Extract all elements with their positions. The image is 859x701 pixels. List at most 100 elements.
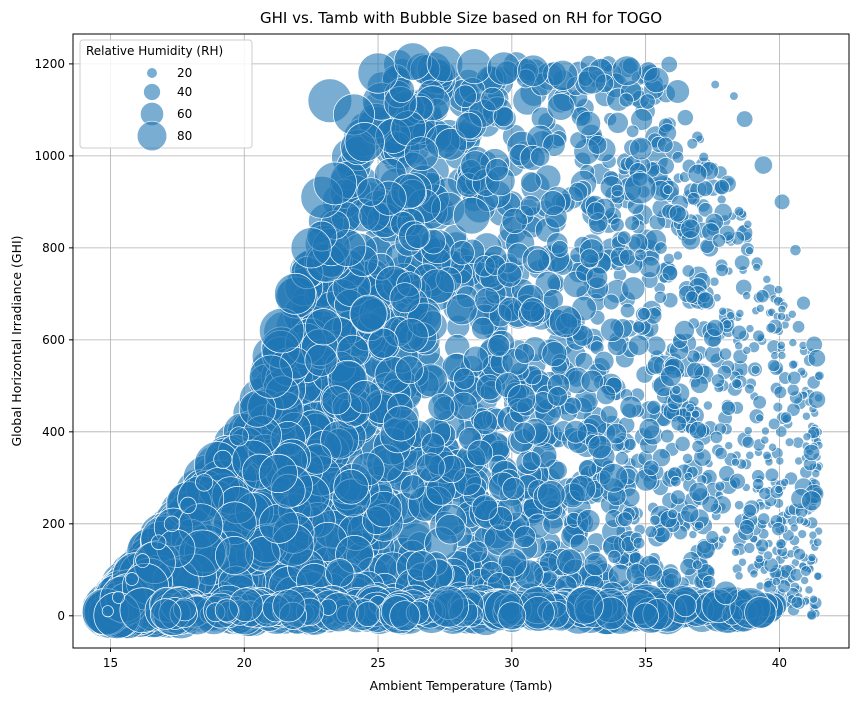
data-point bbox=[611, 184, 624, 197]
data-point bbox=[756, 414, 764, 422]
data-point bbox=[624, 438, 636, 450]
data-point bbox=[486, 158, 509, 181]
data-point bbox=[658, 137, 674, 153]
data-point bbox=[774, 386, 787, 399]
data-point bbox=[663, 253, 674, 264]
data-point bbox=[809, 531, 817, 539]
data-point bbox=[537, 480, 565, 508]
data-point bbox=[214, 450, 232, 468]
data-point bbox=[716, 264, 729, 277]
data-point bbox=[776, 539, 786, 549]
y-tick-label: 1200 bbox=[34, 57, 65, 71]
data-point bbox=[743, 292, 751, 300]
data-point bbox=[618, 512, 633, 527]
data-point bbox=[305, 344, 337, 376]
data-point bbox=[744, 542, 755, 553]
data-point bbox=[350, 295, 387, 332]
data-point bbox=[813, 538, 822, 547]
data-point bbox=[514, 422, 536, 444]
legend-title: Relative Humidity (RH) bbox=[86, 44, 223, 58]
legend-marker bbox=[147, 68, 158, 79]
legend-label: 20 bbox=[177, 66, 192, 80]
legend-marker bbox=[137, 121, 167, 151]
data-point bbox=[578, 66, 606, 94]
data-point bbox=[805, 586, 813, 594]
data-point bbox=[457, 49, 492, 84]
data-point bbox=[717, 195, 726, 204]
data-point bbox=[767, 359, 780, 372]
data-point bbox=[514, 526, 536, 548]
data-point bbox=[383, 406, 418, 441]
data-point bbox=[777, 312, 785, 320]
data-point bbox=[102, 606, 113, 617]
data-point bbox=[626, 125, 639, 138]
data-point bbox=[774, 285, 783, 294]
y-tick-label: 200 bbox=[42, 517, 65, 531]
data-point bbox=[732, 325, 747, 340]
data-point bbox=[750, 570, 758, 578]
data-point bbox=[660, 366, 681, 387]
data-point bbox=[566, 587, 603, 624]
data-point bbox=[594, 351, 614, 371]
data-point bbox=[588, 435, 612, 459]
y-tick-label: 1000 bbox=[34, 149, 65, 163]
data-point bbox=[791, 596, 803, 608]
data-point bbox=[548, 60, 578, 90]
data-point bbox=[521, 298, 546, 323]
data-point bbox=[763, 551, 772, 560]
data-point bbox=[164, 516, 180, 532]
data-point bbox=[803, 433, 811, 441]
data-point bbox=[673, 251, 682, 260]
data-point bbox=[662, 265, 678, 281]
data-point bbox=[421, 433, 444, 456]
data-point bbox=[249, 355, 292, 398]
data-point bbox=[273, 590, 305, 622]
data-point bbox=[672, 151, 684, 163]
data-point bbox=[586, 267, 607, 288]
data-point bbox=[772, 522, 785, 535]
data-point bbox=[654, 291, 666, 303]
data-point bbox=[753, 263, 761, 271]
data-point bbox=[610, 218, 624, 232]
x-tick-label: 20 bbox=[237, 656, 252, 670]
data-point bbox=[743, 504, 756, 517]
data-point bbox=[151, 535, 166, 550]
data-point bbox=[150, 599, 181, 630]
data-point bbox=[754, 156, 772, 174]
data-point bbox=[645, 526, 657, 538]
data-point bbox=[721, 401, 735, 415]
data-point bbox=[772, 577, 780, 585]
data-point bbox=[406, 551, 437, 582]
data-point bbox=[619, 93, 633, 107]
data-point bbox=[711, 80, 720, 89]
data-point bbox=[428, 393, 455, 420]
data-point bbox=[734, 206, 744, 216]
data-point bbox=[687, 138, 698, 149]
data-point bbox=[647, 336, 666, 355]
data-point bbox=[259, 308, 304, 353]
data-point bbox=[756, 304, 764, 312]
data-point bbox=[719, 535, 727, 543]
data-point bbox=[450, 241, 474, 265]
data-point bbox=[765, 468, 779, 482]
data-point bbox=[688, 164, 707, 183]
data-point bbox=[488, 334, 510, 356]
data-point bbox=[395, 356, 423, 384]
legend-label: 40 bbox=[177, 85, 192, 99]
x-tick-label: 15 bbox=[103, 656, 118, 670]
data-point bbox=[454, 85, 477, 108]
data-point bbox=[322, 386, 351, 415]
data-point bbox=[640, 94, 655, 109]
data-point bbox=[427, 586, 468, 627]
data-point bbox=[687, 192, 700, 205]
data-point bbox=[808, 350, 825, 367]
data-point bbox=[467, 440, 493, 466]
data-point bbox=[763, 451, 772, 460]
data-point bbox=[540, 190, 565, 215]
data-point bbox=[706, 531, 719, 544]
data-point bbox=[390, 283, 420, 313]
data-point bbox=[125, 572, 138, 585]
data-point bbox=[358, 53, 398, 93]
data-point bbox=[671, 416, 686, 431]
data-point bbox=[394, 43, 432, 81]
